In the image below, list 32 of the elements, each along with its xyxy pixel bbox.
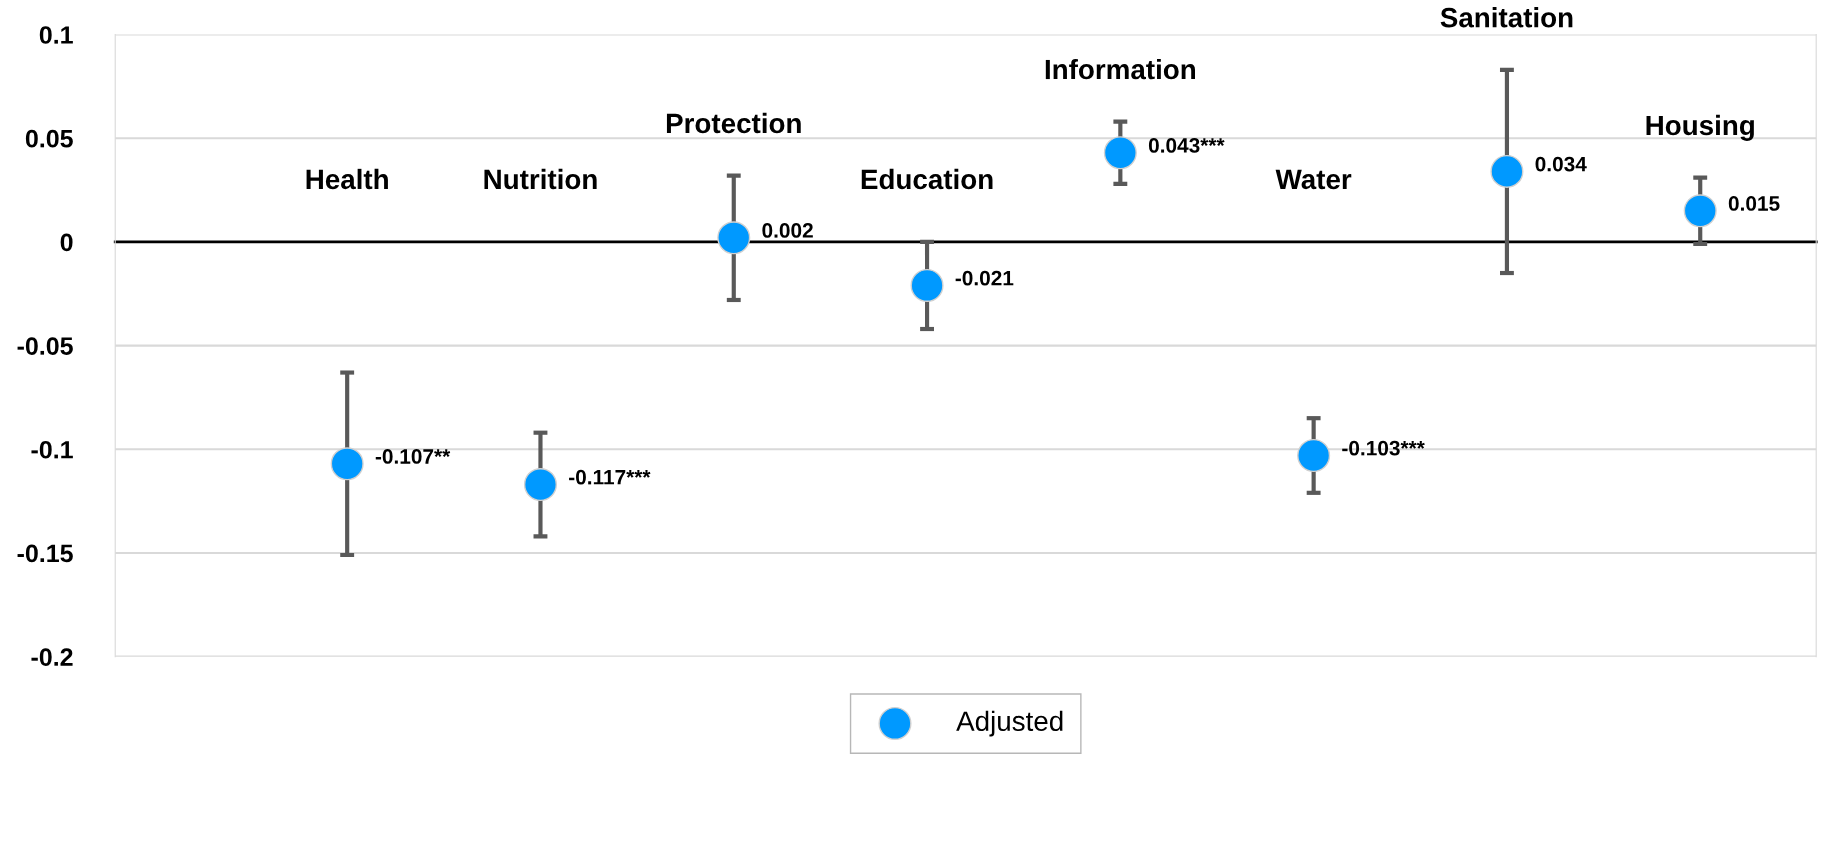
point	[523, 467, 558, 502]
x-tick-label: Sanitation	[1440, 7, 1573, 28]
data-label: 0.002	[762, 223, 813, 238]
x-tick-label: Nutrition	[484, 168, 597, 190]
y-tick-label: 0	[60, 233, 73, 252]
x-tick-label: Protection	[666, 112, 801, 134]
data-label: -0.107**	[375, 449, 451, 464]
point	[717, 221, 751, 255]
legend-label: Adjusted	[956, 710, 1063, 737]
point	[330, 447, 364, 481]
y-tick-label: -0.1	[31, 440, 73, 459]
point	[1683, 194, 1717, 228]
x-tick-label: Housing	[1646, 114, 1754, 141]
data-label: -0.021	[955, 270, 1014, 286]
data-label: -0.117***	[569, 469, 651, 485]
point	[1103, 136, 1137, 170]
data-label: 0.015	[1728, 196, 1780, 211]
y-tick-label: 0.1	[39, 26, 73, 44]
data-label: 0.043***	[1148, 138, 1225, 153]
x-tick-label: Education	[861, 168, 993, 190]
x-tick-label: Water	[1275, 169, 1352, 190]
y-tick-label: -0.2	[31, 648, 73, 666]
point	[1297, 438, 1331, 473]
y-tick-label: -0.15	[17, 544, 73, 563]
y-tick-label: 0.05	[25, 129, 73, 148]
point	[1490, 154, 1524, 188]
data-label: 0.034	[1535, 156, 1587, 172]
point	[910, 268, 944, 302]
x-tick-label: Health	[306, 168, 388, 190]
y-tick-label: -0.05	[17, 337, 73, 355]
x-tick-label: Information	[1045, 58, 1196, 80]
data-label: -0.103***	[1342, 440, 1425, 456]
